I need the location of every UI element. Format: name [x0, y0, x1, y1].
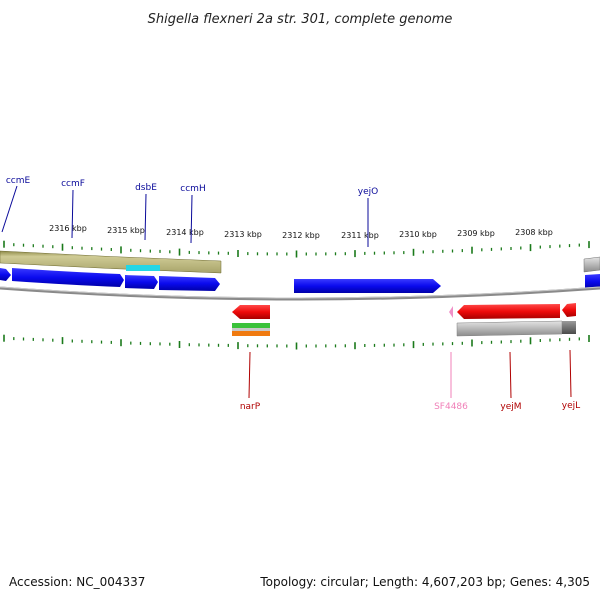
- feature-band-orange: [232, 331, 270, 336]
- gene-label-yejM[interactable]: yejM: [500, 402, 521, 412]
- bottom-scale-ticks: [3, 334, 590, 350]
- gene-label-ccmH[interactable]: ccmH: [180, 184, 205, 194]
- gene-arrow-dsbE[interactable]: [125, 275, 158, 289]
- forward-genes: [0, 268, 600, 293]
- gene-arrow-SF4486[interactable]: [449, 306, 453, 318]
- genome-summary-text: Topology: circular; Length: 4,607,203 bp…: [259, 575, 590, 589]
- tick-label: 2310 kbp: [399, 230, 437, 239]
- tick-label: 2313 kbp: [224, 230, 262, 239]
- gene-arrow-yejL[interactable]: [562, 303, 576, 317]
- forward-gene-labels: ccmE ccmF dsbE ccmH yejO: [1, 176, 378, 247]
- gene-arrow-edge[interactable]: [585, 274, 600, 289]
- genome-title: Shigella flexneri 2a str. 301, complete …: [148, 12, 453, 27]
- lower-feature-bands: [232, 320, 576, 337]
- gene-arrow-yejM[interactable]: [457, 304, 560, 319]
- genome-backbone-highlight: [0, 286, 600, 299]
- gene-label-ccmE[interactable]: ccmE: [6, 176, 31, 186]
- gene-arrow-yejO[interactable]: [294, 279, 441, 293]
- tick-label: 2316 kbp: [49, 224, 87, 233]
- accession-text: Accession: NC_004337: [9, 575, 145, 589]
- tick-label: 2312 kbp: [282, 231, 320, 240]
- tick-label: 2309 kbp: [457, 229, 495, 238]
- genome-backbone: [0, 286, 600, 301]
- cds-band-top: [0, 250, 600, 274]
- gene-label-yejO[interactable]: yejO: [358, 187, 378, 197]
- highlight-segment: [126, 265, 160, 271]
- gene-label-ccmF[interactable]: ccmF: [61, 179, 85, 189]
- gene-label-SF4486[interactable]: SF4486: [434, 402, 468, 412]
- reverse-gene-labels: narP SF4486 yejM yejL: [240, 349, 580, 412]
- gray-band-lower: [456, 320, 563, 337]
- tick-label: 2308 kbp: [515, 228, 553, 237]
- gene-arrow-ccmF[interactable]: [12, 268, 124, 287]
- tick-label: 2315 kbp: [107, 226, 145, 235]
- gene-label-yejL[interactable]: yejL: [562, 401, 580, 411]
- feature-band-green: [232, 323, 270, 328]
- top-scale-ticks: [3, 240, 590, 258]
- gene-arrow-ccmE[interactable]: [0, 268, 11, 281]
- gene-label-dsbE[interactable]: dsbE: [135, 183, 157, 193]
- feature-band-gray: [232, 328, 270, 331]
- tick-label: 2311 kbp: [341, 231, 379, 240]
- gene-label-narP[interactable]: narP: [240, 402, 261, 412]
- gene-arrow-narP[interactable]: [232, 305, 270, 319]
- dark-band-lower: [562, 321, 576, 334]
- reverse-genes: [232, 303, 576, 319]
- tick-label: 2314 kbp: [166, 228, 204, 237]
- tick-labels: 2316 kbp 2315 kbp 2314 kbp 2313 kbp 2312…: [49, 224, 553, 240]
- gene-arrow-ccmH[interactable]: [159, 276, 220, 291]
